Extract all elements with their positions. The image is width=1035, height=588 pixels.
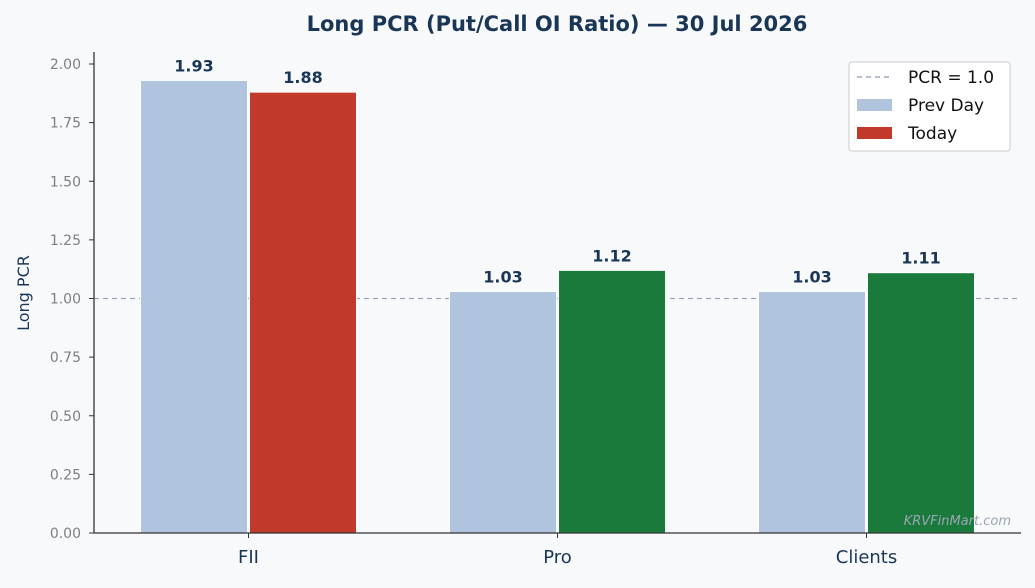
legend-patch-swatch	[857, 99, 892, 111]
y-tick-label: 1.50	[50, 174, 81, 190]
bar-today-clients	[867, 272, 975, 534]
axes-layer: 0.00 0.25 0.50 0.75 1.00 1.25 1.50 1.75 2.00 FII P…	[50, 52, 1021, 568]
y-tick-label: 0.75	[50, 350, 81, 366]
y-tick-label: 1.75	[50, 116, 81, 132]
legend-label: Today	[907, 124, 957, 144]
y-axis-label: Long PCR	[14, 255, 33, 331]
x-tick-label: Clients	[836, 547, 898, 568]
x-tick-label: Pro	[543, 547, 572, 568]
value-label: 1.12	[592, 246, 631, 265]
legend-label: Prev Day	[908, 96, 984, 116]
legend-patch-swatch	[857, 127, 892, 139]
y-tick-label: 1.25	[50, 233, 81, 249]
value-label: 1.11	[901, 249, 940, 268]
y-tick-label: 0.25	[50, 467, 81, 483]
y-tick-label: 1.00	[50, 292, 81, 308]
bar-prev-day-clients	[758, 290, 866, 534]
watermark: KRVFinMart.com	[904, 514, 1011, 529]
x-tick-label: FII	[238, 547, 259, 568]
value-label: 1.03	[792, 267, 831, 286]
y-tick-label: 0.50	[50, 409, 81, 425]
bar-today-pro	[558, 269, 666, 534]
legend-label: PCR = 1.0	[908, 68, 994, 88]
value-labels-layer: 1.93 1.88 1.03 1.12 1.03 1.11	[174, 56, 940, 286]
bars-layer	[140, 79, 975, 534]
chart-title: Long PCR (Put/Call OI Ratio) — 30 Jul 20…	[307, 12, 808, 36]
bar-prev-day-pro	[449, 290, 557, 534]
bar-today-fii	[249, 91, 357, 534]
value-label: 1.88	[283, 68, 322, 87]
value-label: 1.93	[174, 56, 213, 75]
y-tick-label: 0.00	[50, 526, 81, 542]
bar-prev-day-fii	[140, 79, 248, 534]
value-label: 1.03	[483, 267, 522, 286]
y-tick-label: 2.00	[50, 57, 81, 73]
legend: PCR = 1.0 Prev Day Today	[848, 61, 1011, 152]
